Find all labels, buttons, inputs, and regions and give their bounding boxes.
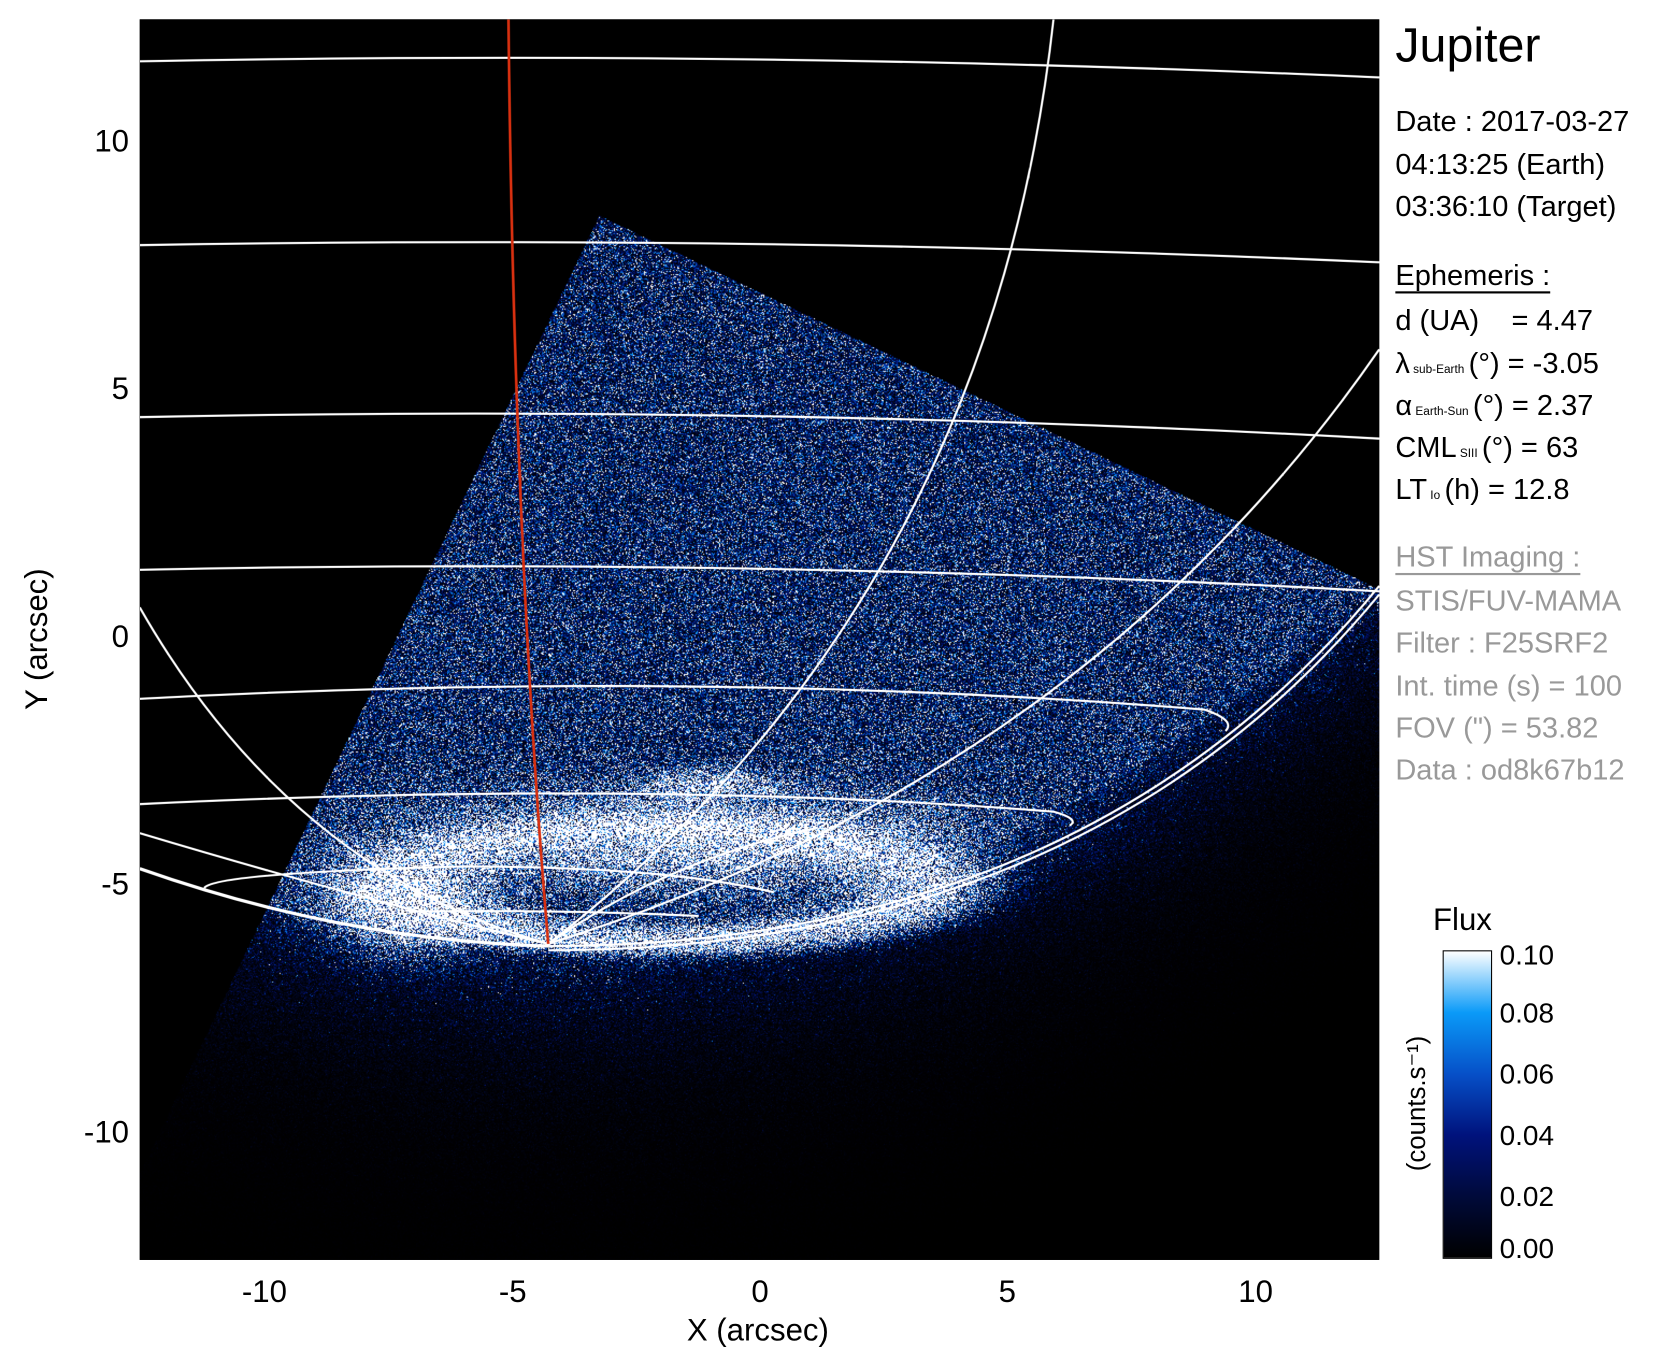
ephemeris-subscript: Io [1430, 489, 1441, 503]
ephemeris-subscript: SIII [1459, 447, 1478, 461]
limb-line [139, 867, 549, 948]
ephemeris-symbol: LT [1395, 473, 1428, 506]
ephemeris-subscript: Earth-Sun [1415, 405, 1469, 419]
hst-line: FOV (") = 53.82 [1395, 711, 1599, 744]
ephemeris-value: (°) = 2.37 [1472, 389, 1594, 422]
x-tick-label: 5 [998, 1274, 1016, 1310]
ephemeris-symbol: α [1395, 389, 1413, 422]
ephemeris-symbol: λ [1395, 347, 1410, 380]
latitude-line [139, 241, 1380, 264]
planet-title: Jupiter [1395, 17, 1541, 73]
meridian-line [139, 832, 549, 945]
ephemeris-symbol: d (UA) [1395, 304, 1480, 337]
colorbar-tick-label: 0.06 [1499, 1057, 1555, 1091]
colorbar-tick-label: 0.08 [1499, 996, 1555, 1029]
latitude-line [139, 684, 1230, 732]
latitude-line [203, 865, 775, 894]
meridian-line [139, 606, 549, 945]
ephemeris-value: (h) = 12.8 [1444, 473, 1570, 506]
ephemeris-subscript: sub-Earth [1413, 363, 1465, 377]
latitude-line [139, 412, 1380, 440]
red-meridian-line [507, 19, 550, 944]
hst-line: Filter : F25SRF2 [1395, 626, 1609, 659]
colorbar-label: (counts.s⁻¹) [1402, 1035, 1432, 1172]
y-tick-label: -5 [101, 867, 129, 902]
ephemeris-value: = 4.47 [1479, 304, 1593, 337]
hst-line: STIS/FUV-MAMA [1395, 584, 1622, 618]
y-tick-label: 0 [111, 620, 129, 655]
latitude-line [408, 909, 699, 917]
x-tick-label: 0 [751, 1274, 769, 1310]
y-tick-label: 10 [94, 124, 129, 160]
planet-grid-overlay [139, 19, 1380, 952]
limb-line [548, 585, 1380, 948]
hst-header: HST Imaging : [1395, 540, 1581, 573]
date-text: Date : 2017-03-27 [1395, 105, 1630, 138]
colorbar-tick-label: 0.00 [1499, 1231, 1555, 1265]
meridian-line [547, 19, 1055, 945]
ephemeris-symbol: CML [1395, 431, 1457, 464]
ephemeris-row: λ sub-Earth (°) = -3.05 [1395, 346, 1598, 387]
ephemeris-value: (°) = -3.05 [1468, 347, 1599, 380]
y-tick-label: 5 [111, 371, 129, 407]
colorbar [1442, 950, 1493, 1259]
colorbar-tick-label: 0.10 [1499, 938, 1555, 971]
meridian-line [547, 348, 1380, 945]
y-tick-label: -10 [83, 1115, 129, 1151]
latitude-line [139, 56, 1380, 79]
hst-line: Int. time (s) = 100 [1395, 669, 1623, 702]
y-axis-label: Y (arcsec) [19, 568, 55, 710]
x-tick-label: -5 [498, 1274, 527, 1310]
colorbar-tick-label: 0.02 [1499, 1180, 1555, 1213]
colorbar-tick-label: 0.04 [1499, 1119, 1555, 1152]
latitude-line [139, 565, 1380, 593]
latitude-line [139, 792, 1074, 827]
ephemeris-row: CML SIII (°) = 63 [1395, 430, 1578, 471]
limb-line [548, 593, 1380, 952]
hst-line: Data : od8k67b12 [1395, 753, 1625, 786]
ephemeris-row: d (UA) = 4.47 [1395, 303, 1593, 337]
ephemeris-row: LT Io (h) = 12.8 [1395, 472, 1569, 513]
meridian-line [547, 826, 818, 945]
ephemeris-row: α Earth-Sun (°) = 2.37 [1395, 388, 1593, 429]
x-tick-label: 10 [1238, 1274, 1273, 1310]
ephemeris-header: Ephemeris : [1395, 259, 1551, 292]
ephemeris-value: (°) = 63 [1481, 431, 1579, 464]
earth-time-text: 04:13:25 (Earth) [1395, 148, 1606, 181]
x-tick-label: -10 [241, 1274, 287, 1310]
image-plot-area [139, 19, 1380, 1260]
target-time-text: 03:36:10 (Target) [1395, 190, 1617, 223]
x-axis-label: X (arcsec) [686, 1313, 829, 1349]
colorbar-title: Flux [1432, 903, 1492, 938]
auroral-image [139, 19, 1380, 1260]
